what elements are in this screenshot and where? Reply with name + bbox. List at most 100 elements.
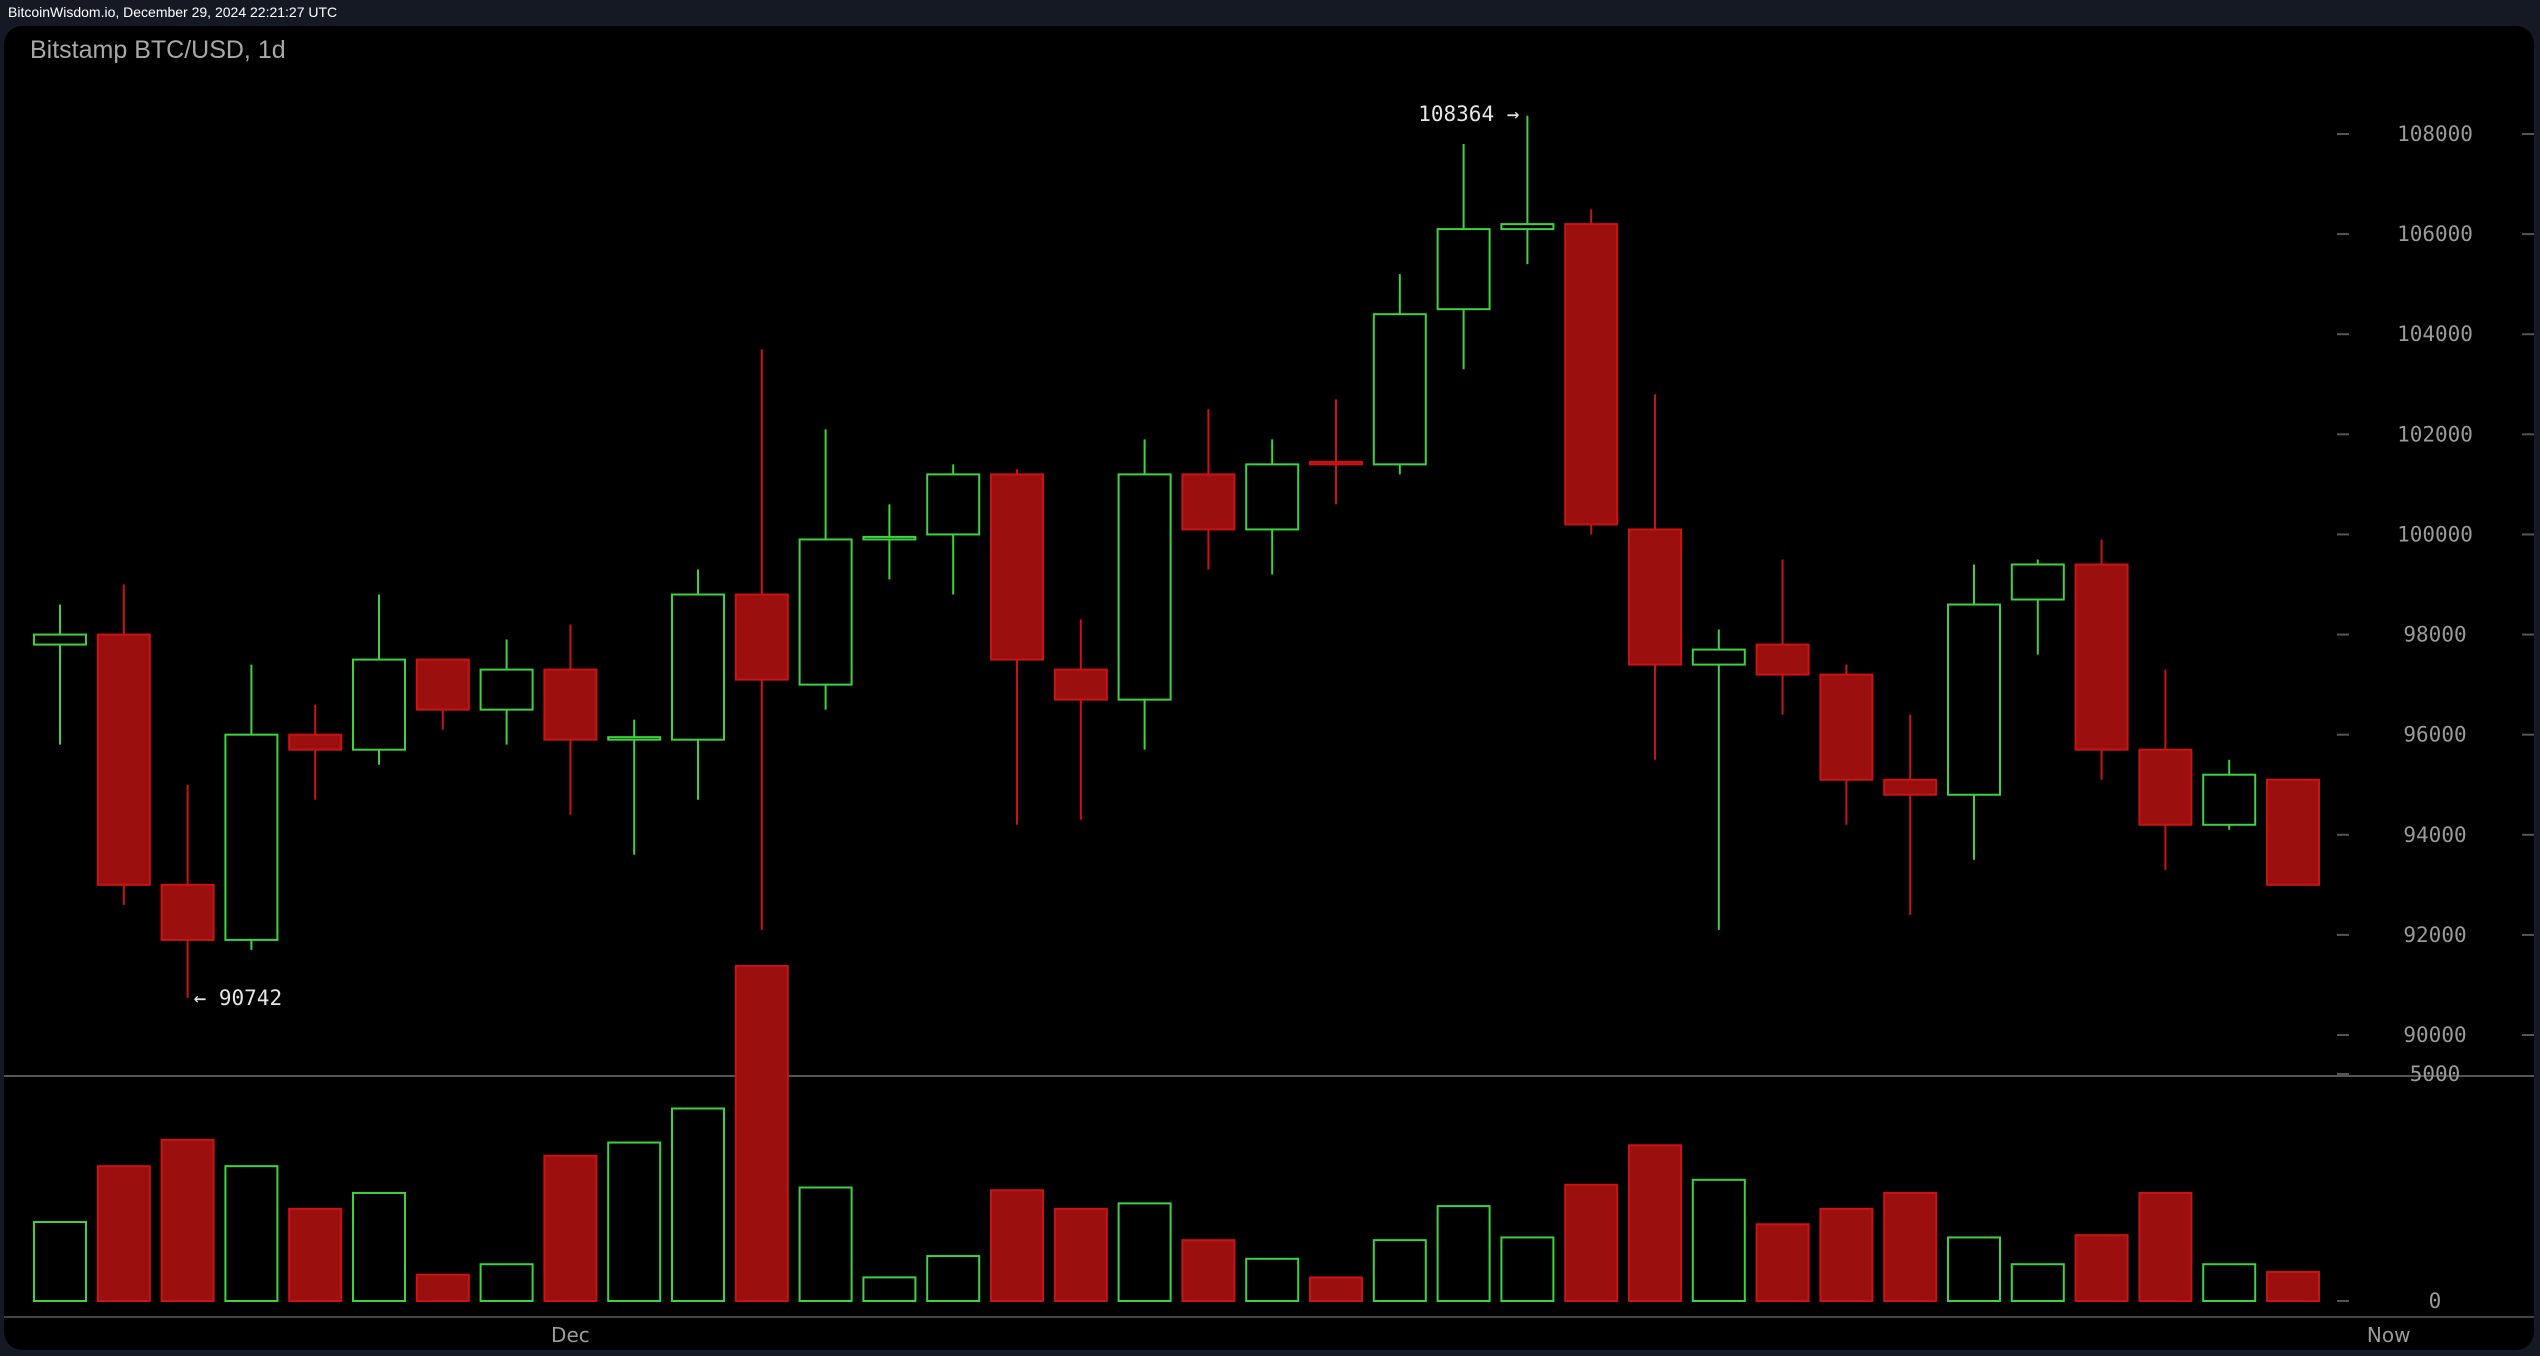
candle-body bbox=[2202, 773, 2257, 826]
candlestick-chart[interactable]: 90000 92000 94000 96000 98000 100000 102000 104… bbox=[4, 26, 2534, 1350]
candle-body bbox=[1564, 223, 1619, 526]
candle-body bbox=[1500, 223, 1555, 231]
candle-body bbox=[543, 668, 598, 741]
candle bbox=[352, 594, 406, 765]
volume-bar bbox=[1500, 1236, 1555, 1302]
volume-bar bbox=[1564, 1183, 1619, 1302]
candle bbox=[1181, 409, 1236, 570]
low-annotation: ← 90742 bbox=[194, 986, 283, 1010]
price-tick-label: 104000 bbox=[2397, 322, 2473, 346]
volume-bar bbox=[862, 1276, 917, 1302]
volume-bar bbox=[33, 1221, 87, 1303]
volume-bar bbox=[415, 1273, 470, 1302]
volume-bar bbox=[1691, 1178, 1746, 1302]
volume-bar bbox=[1947, 1236, 2001, 1302]
volume-bar bbox=[1117, 1202, 1172, 1303]
candle bbox=[1564, 209, 1619, 535]
volume-bar bbox=[1628, 1144, 1682, 1302]
candle bbox=[2266, 778, 2320, 886]
candle-body bbox=[479, 668, 534, 711]
candle bbox=[1436, 144, 1491, 370]
price-tick-label: 90000 bbox=[2403, 1023, 2466, 1047]
candle-body bbox=[96, 633, 151, 886]
volume-bar bbox=[2138, 1191, 2193, 1302]
candle-body bbox=[352, 658, 406, 751]
candle bbox=[1053, 619, 1108, 820]
candle-body bbox=[1436, 228, 1491, 311]
volume-bar bbox=[607, 1141, 662, 1302]
volume-tick-label: 0 bbox=[2429, 1289, 2442, 1313]
volume-bar bbox=[990, 1189, 1044, 1302]
candle-body bbox=[1628, 528, 1682, 666]
price-tick-label: 98000 bbox=[2403, 623, 2466, 647]
candle bbox=[671, 569, 725, 800]
candle-body bbox=[1691, 648, 1746, 666]
volume-bar bbox=[96, 1165, 151, 1302]
volume-bar bbox=[1883, 1191, 1938, 1302]
volume-bar bbox=[1309, 1276, 1363, 1302]
volume-bar bbox=[671, 1107, 725, 1303]
candle-body bbox=[1755, 643, 1810, 676]
time-label: Dec bbox=[551, 1323, 590, 1347]
price-tick-label: 106000 bbox=[2397, 222, 2473, 246]
candle bbox=[798, 429, 853, 710]
candle bbox=[96, 584, 151, 905]
volume-bar bbox=[1372, 1239, 1427, 1302]
candle-body bbox=[2266, 778, 2320, 886]
volume-bar bbox=[352, 1191, 406, 1302]
candle bbox=[224, 664, 279, 950]
candle-body bbox=[862, 535, 917, 541]
volume-bar bbox=[288, 1207, 343, 1303]
volume-bar bbox=[1181, 1239, 1236, 1302]
candle bbox=[734, 349, 789, 930]
volume-bar bbox=[160, 1138, 215, 1302]
volume-bar bbox=[2266, 1270, 2320, 1302]
candle-body bbox=[1947, 603, 2001, 796]
volume-bar bbox=[1819, 1207, 1874, 1303]
candle bbox=[990, 469, 1044, 825]
candle-body bbox=[1117, 473, 1172, 701]
volume-bar bbox=[479, 1263, 534, 1302]
candle bbox=[1309, 399, 1363, 505]
candle-body bbox=[1245, 463, 1300, 531]
candle-body bbox=[734, 593, 789, 681]
candle-body bbox=[607, 736, 662, 741]
candle bbox=[1883, 714, 1938, 915]
candle bbox=[1372, 274, 1427, 475]
candle bbox=[1755, 559, 1810, 715]
chart-panel: 90000 92000 94000 96000 98000 100000 102000 104… bbox=[4, 26, 2534, 1350]
candle-body bbox=[415, 658, 470, 711]
price-tick-label: 96000 bbox=[2403, 723, 2466, 747]
price-tick-label: 108000 bbox=[2397, 122, 2473, 146]
candle bbox=[926, 464, 981, 595]
candle-body bbox=[2010, 563, 2065, 601]
candle bbox=[1117, 439, 1172, 750]
candle bbox=[2202, 759, 2257, 830]
price-tick-label: 92000 bbox=[2403, 923, 2466, 947]
volume-bar bbox=[1755, 1223, 1810, 1303]
candle-body bbox=[288, 733, 343, 751]
volume-bar bbox=[543, 1154, 598, 1302]
volume-bar bbox=[1436, 1205, 1491, 1303]
time-label: Now bbox=[2367, 1323, 2411, 1347]
candle-body bbox=[1181, 473, 1236, 531]
candle bbox=[2074, 539, 2129, 780]
candle bbox=[1245, 439, 1300, 575]
candle-body bbox=[990, 473, 1044, 661]
candle bbox=[288, 704, 343, 800]
volume-tick-label: 5000 bbox=[2410, 1062, 2461, 1086]
page-source-timestamp: BitcoinWisdom.io, December 29, 2024 22:2… bbox=[8, 4, 338, 20]
candle bbox=[862, 504, 917, 580]
candle-body bbox=[1819, 673, 1874, 781]
candle bbox=[33, 604, 87, 745]
volume-bar bbox=[1245, 1257, 1300, 1302]
chart-title: Bitstamp BTC/USD, 1d bbox=[30, 36, 286, 64]
candle bbox=[1500, 115, 1555, 265]
candle-body bbox=[33, 633, 87, 646]
candle-body bbox=[1053, 668, 1108, 701]
candle bbox=[2138, 669, 2193, 870]
candle-body bbox=[671, 593, 725, 741]
candle bbox=[1947, 564, 2001, 860]
price-tick-label: 94000 bbox=[2403, 823, 2466, 847]
candle-body bbox=[160, 883, 215, 941]
